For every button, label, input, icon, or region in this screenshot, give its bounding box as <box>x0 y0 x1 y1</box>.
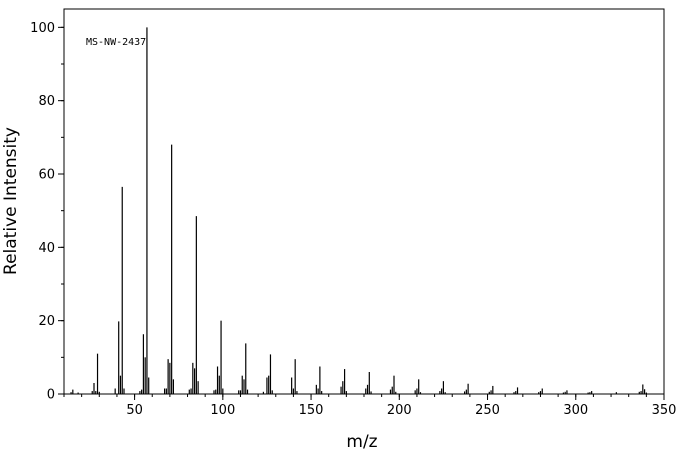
y-tick-label-60: 60 <box>38 168 55 183</box>
y-tick-label-40: 40 <box>38 241 55 256</box>
x-axis-label: m/z <box>346 432 377 452</box>
x-tick-label-300: 300 <box>563 403 588 418</box>
x-tick-label-200: 200 <box>387 403 412 418</box>
y-tick-label-0: 0 <box>47 388 55 403</box>
plot-frame <box>63 8 665 395</box>
x-tick-label-150: 150 <box>299 403 324 418</box>
y-tick-label-20: 20 <box>38 314 55 329</box>
x-tick-label-350: 350 <box>652 403 676 418</box>
x-tick-label-100: 100 <box>210 403 235 418</box>
y-tick-label-100: 100 <box>30 21 55 36</box>
y-axis-label: Relative Intensity <box>1 127 21 275</box>
spectrum-id-annotation: MS-NW-2437 <box>86 37 146 48</box>
ticks-layer: 50 100 150 200 250 300 350 0 20 40 60 80 100 <box>30 21 676 418</box>
peaks-layer <box>70 27 647 394</box>
y-tick-label-80: 80 <box>38 94 55 109</box>
x-tick-label-50: 50 <box>126 403 143 418</box>
x-tick-label-250: 250 <box>475 403 500 418</box>
